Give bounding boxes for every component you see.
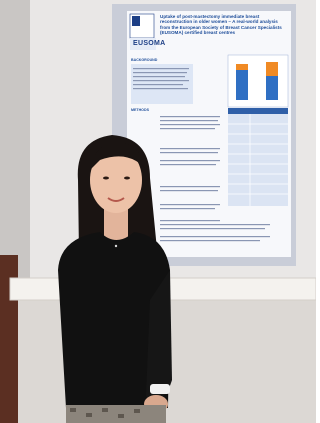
poster-table xyxy=(228,114,288,206)
poster-table-header xyxy=(228,108,288,114)
eye xyxy=(103,177,109,180)
skirt xyxy=(66,405,166,423)
poster-bar xyxy=(266,76,278,100)
poster-bar xyxy=(266,62,278,76)
wall-shadow xyxy=(0,0,30,290)
poster-bar xyxy=(236,70,248,100)
watch xyxy=(150,384,170,394)
eye xyxy=(124,177,130,180)
poster-bar xyxy=(236,64,248,70)
poster-heading: BACKGROUND xyxy=(131,58,157,62)
necklace xyxy=(115,245,117,247)
scene xyxy=(0,0,316,423)
photo: Uptake of post-mastectomy immediate brea… xyxy=(0,0,316,423)
poster-logo: EUSOMA xyxy=(133,40,166,47)
page: Uptake of post-mastectomy immediate brea… xyxy=(0,0,316,423)
crest xyxy=(132,16,140,26)
poster-title: Uptake of post-mastectomy immediate brea… xyxy=(160,14,286,36)
poster-heading: METHODS xyxy=(131,108,149,112)
